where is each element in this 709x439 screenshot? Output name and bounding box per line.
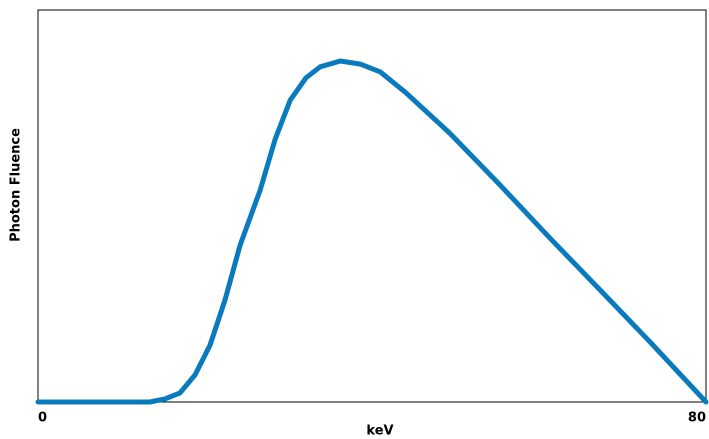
- x-tick-label: 0: [38, 411, 47, 426]
- x-axis-label: keV: [366, 424, 393, 439]
- plot-frame: [37, 9, 707, 403]
- x-tick-label: 80: [688, 411, 706, 426]
- y-axis-label: Photon Fluence: [9, 128, 24, 242]
- data-line: [35, 58, 709, 405]
